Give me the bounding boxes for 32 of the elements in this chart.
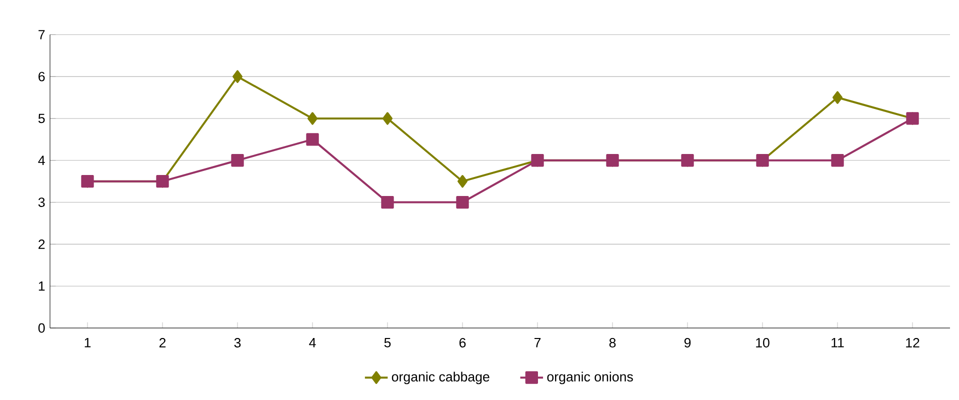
point (306, 133, 319, 146)
y-tick-label: 4 (38, 156, 45, 165)
y-tick-label: 5 (38, 114, 45, 124)
legend-label: organic onions (547, 372, 633, 384)
x-tick-label: 4 (309, 338, 316, 348)
x-tick-label: 11 (832, 338, 844, 348)
x-tick-label: 7 (534, 338, 541, 348)
legend-label: organic cabbage (392, 372, 490, 384)
x-tick-label: 12 (906, 338, 920, 348)
x-tick-label: 2 (159, 338, 166, 348)
point (232, 70, 243, 83)
y-tick-label: 2 (38, 240, 45, 249)
point (458, 175, 468, 188)
x-tick-label: 8 (609, 338, 616, 348)
point (381, 196, 394, 209)
x-tick-label: 3 (234, 338, 241, 348)
point (832, 91, 843, 104)
point (831, 154, 844, 167)
x-tick-label: 10 (756, 338, 770, 348)
point (308, 112, 318, 125)
y-tick-label: 3 (38, 198, 45, 207)
y-tick-label: 1 (38, 282, 45, 291)
x-tick-label: 9 (684, 338, 691, 348)
x-tick-label: 6 (459, 338, 466, 348)
point (382, 112, 393, 125)
point (231, 154, 244, 167)
y-tick-label: 6 (38, 72, 45, 82)
y-tick-label: 7 (38, 30, 45, 40)
point (456, 196, 469, 209)
y-tick-label: 0 (38, 323, 45, 333)
x-tick-label: 5 (384, 338, 391, 348)
x-tick-label: 1 (84, 338, 91, 348)
